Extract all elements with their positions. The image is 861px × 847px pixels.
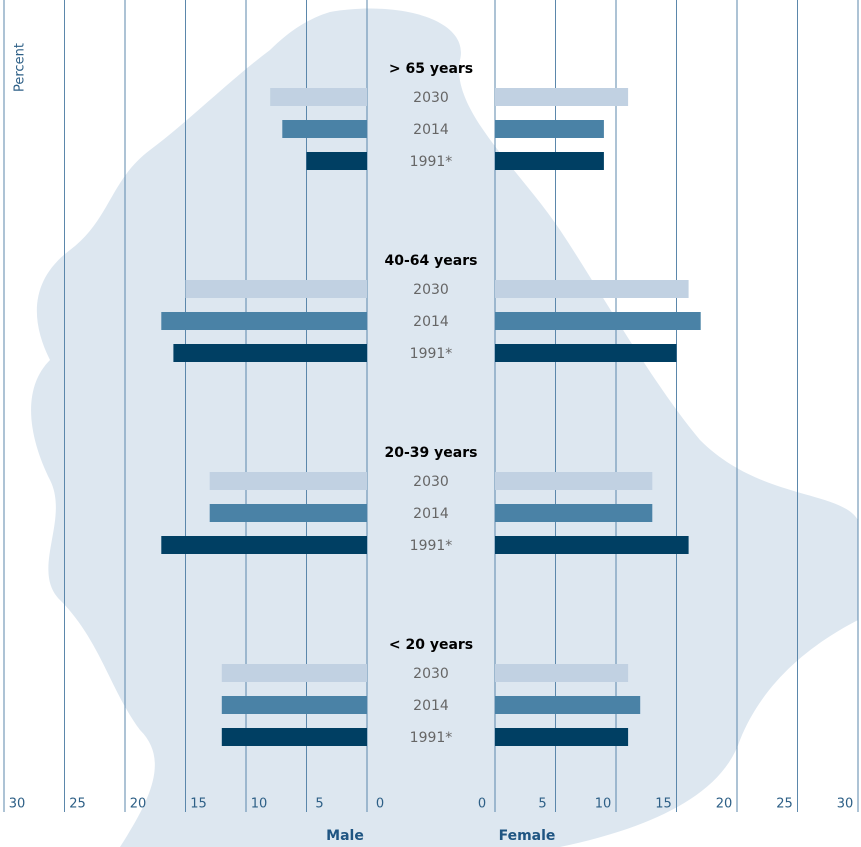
bar xyxy=(270,88,367,106)
category-label: 20-39 years xyxy=(385,445,478,461)
bar xyxy=(495,344,677,362)
background-map xyxy=(31,8,858,847)
x-tick-label: 0 xyxy=(478,797,486,812)
bar xyxy=(495,472,653,490)
bar xyxy=(495,152,604,170)
series-label: 2014 xyxy=(413,314,449,330)
series-label: 2030 xyxy=(413,90,449,106)
series-label: 2030 xyxy=(413,474,449,490)
bar xyxy=(209,504,367,522)
x-tick-label: 0 xyxy=(376,797,384,812)
bar xyxy=(495,88,629,106)
series-label: 1991* xyxy=(410,346,453,362)
series-label: 1991* xyxy=(410,154,453,170)
series-label: 2014 xyxy=(413,506,449,522)
series-label: 2014 xyxy=(413,698,449,714)
bar xyxy=(221,696,367,714)
category-label: > 65 years xyxy=(389,61,473,77)
x-tick-label: 20 xyxy=(130,797,147,812)
bar xyxy=(161,536,367,554)
bar xyxy=(495,664,629,682)
bar xyxy=(495,280,689,298)
x-tick-label: 10 xyxy=(595,797,612,812)
x-tick-label: 5 xyxy=(315,797,323,812)
series-label: 1991* xyxy=(410,730,453,746)
x-tick-label: 5 xyxy=(538,797,546,812)
bar xyxy=(282,120,367,138)
series-label: 2030 xyxy=(413,666,449,682)
bar xyxy=(495,120,604,138)
x-tick-label: 25 xyxy=(776,797,793,812)
bar xyxy=(209,472,367,490)
bar xyxy=(495,504,653,522)
series-label: 2030 xyxy=(413,282,449,298)
bar xyxy=(495,728,629,746)
bar xyxy=(221,728,367,746)
series-label: 2014 xyxy=(413,122,449,138)
x-tick-label: 30 xyxy=(9,797,26,812)
x-tick-label: 10 xyxy=(251,797,268,812)
bar xyxy=(306,152,367,170)
bar xyxy=(495,312,701,330)
series-label: 1991* xyxy=(410,538,453,554)
category-label: < 20 years xyxy=(389,637,473,653)
bar xyxy=(495,536,689,554)
x-tick-label: 20 xyxy=(716,797,733,812)
bar xyxy=(185,280,367,298)
left-axis-label: Male xyxy=(326,828,364,844)
bar xyxy=(161,312,367,330)
x-tick-label: 15 xyxy=(190,797,207,812)
x-tick-label: 15 xyxy=(655,797,672,812)
bar xyxy=(221,664,367,682)
x-tick-label: 30 xyxy=(837,797,854,812)
bar xyxy=(495,696,641,714)
y-axis-label: Percent xyxy=(13,43,28,92)
category-label: 40-64 years xyxy=(385,253,478,269)
x-tick-label: 25 xyxy=(69,797,86,812)
right-axis-label: Female xyxy=(499,828,556,844)
bar xyxy=(173,344,367,362)
